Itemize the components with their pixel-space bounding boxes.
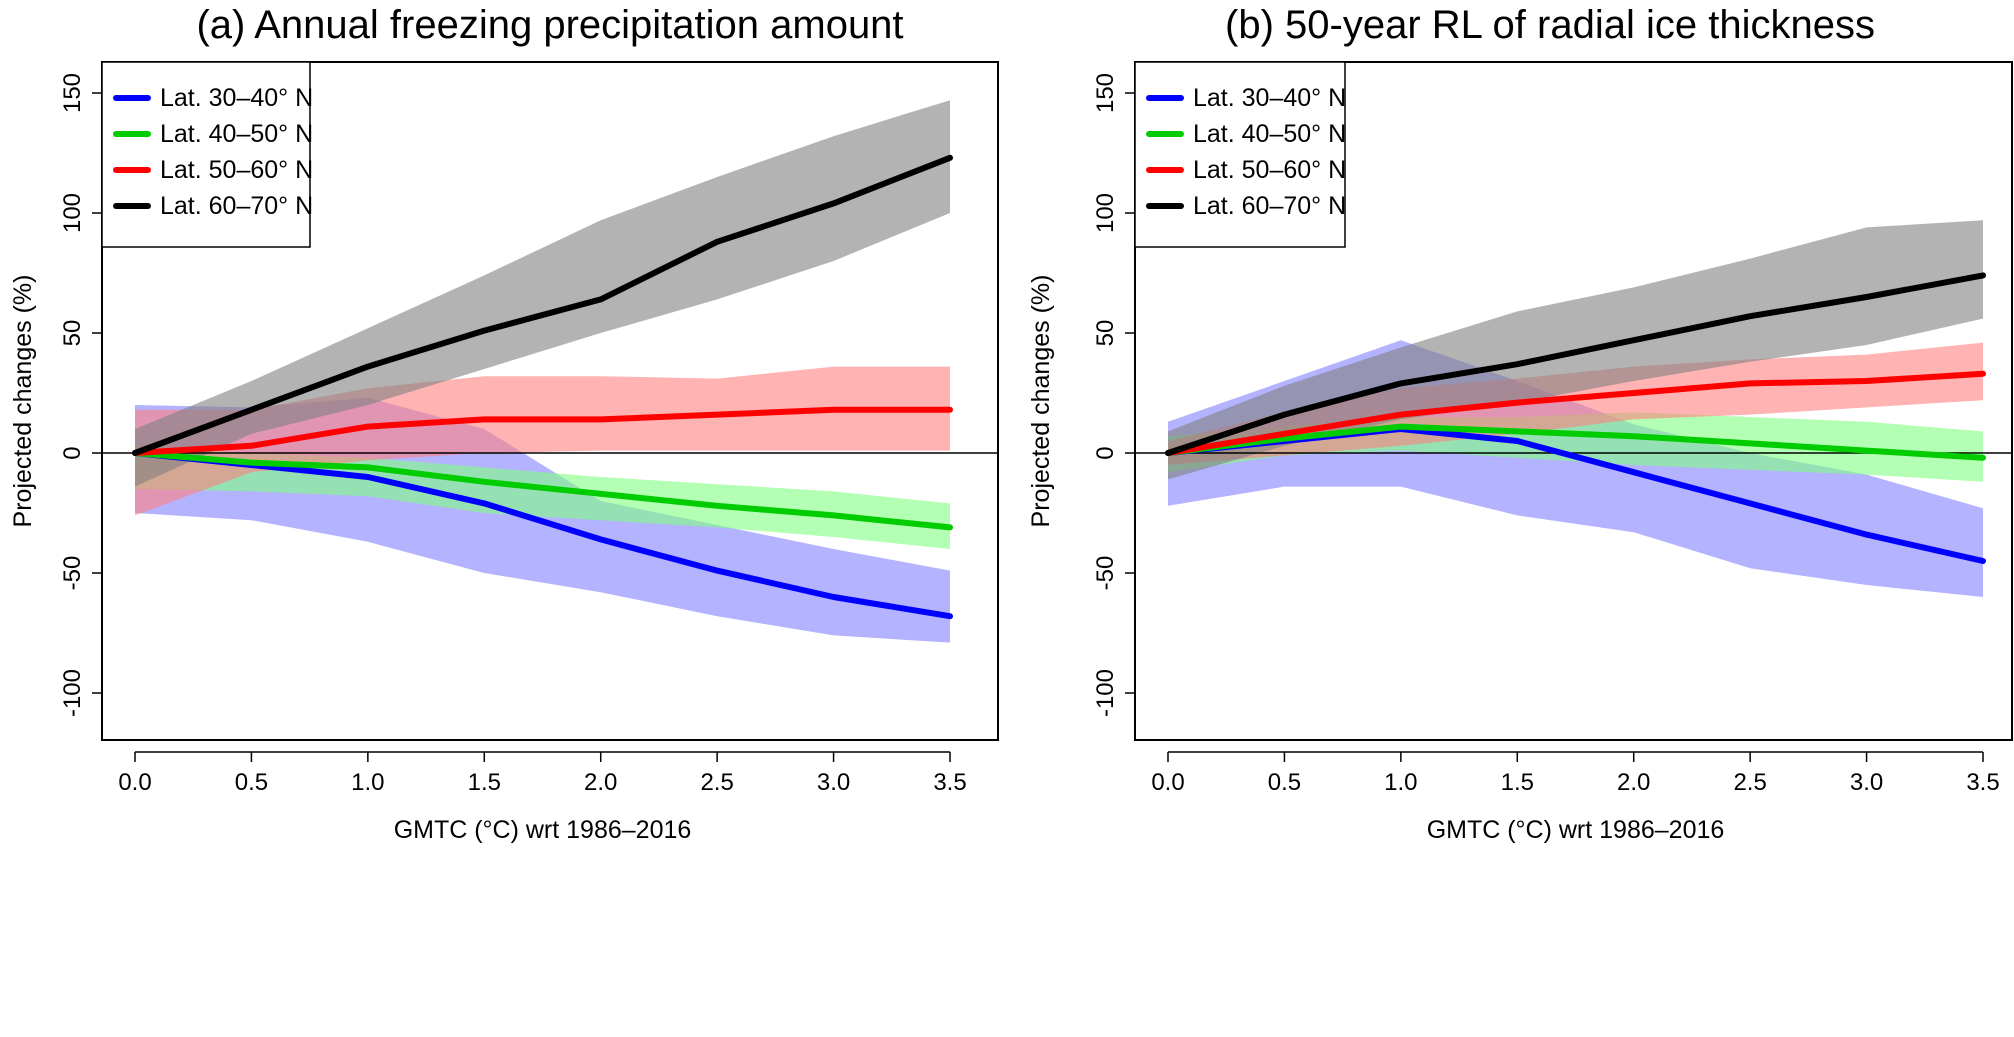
panel-a-x-tick-label: 0.5: [235, 769, 268, 796]
panel-a-y-tick-label: 100: [59, 193, 86, 233]
panel-a-x-tick-label: 3.5: [933, 769, 966, 796]
panel-a-x-tick-label: 0.0: [118, 769, 151, 796]
panel-a-x-tick-label: 1.5: [468, 769, 501, 796]
panel-b: (b) 50-year RL of radial ice thickness 0…: [1027, 3, 2013, 844]
panel-b-legend: Lat. 30–40° N Lat. 40–50° N Lat. 50–60° N L…: [1134, 61, 1346, 248]
panel-a-x-tick-label: 2.0: [584, 769, 617, 796]
panel-a-legend-label: Lat. 30–40° N: [160, 84, 313, 112]
panel-a-plot-box: [101, 61, 999, 741]
panel-b-x-tick-label: 3.0: [1850, 769, 1883, 796]
panel-a-series-line-2: [132, 406, 953, 456]
panel-b-series-line-3: [1165, 272, 1986, 456]
panel-a-x-axis-label: GMTC (°C) wrt 1986–2016: [394, 816, 692, 844]
panel-b-lines: [1165, 272, 1986, 564]
panel-a-y-tick-label: 150: [59, 73, 86, 113]
panel-a-y-tick-label: 0: [59, 446, 86, 459]
panel-a-x-tick-label: 1.0: [351, 769, 384, 796]
panel-a-x-tick-label: 2.5: [700, 769, 733, 796]
panel-b-y-tick-label: -100: [1092, 669, 1119, 717]
panel-b-title: (b) 50-year RL of radial ice thickness: [1225, 3, 1875, 47]
panel-a-legend-label: Lat. 40–50° N: [160, 120, 313, 148]
panel-b-legend-label: Lat. 50–60° N: [1193, 156, 1346, 184]
panel-b-x-tick-label: 1.5: [1501, 769, 1534, 796]
panel-b-x-tick-label: 0.0: [1151, 769, 1184, 796]
panel-a-title: (a) Annual freezing precipitation amount: [196, 3, 903, 47]
panel-b-x-tick-label: 1.0: [1384, 769, 1417, 796]
panel-b-x-tick-label: 0.5: [1268, 769, 1301, 796]
panel-a-y-tick-label: -50: [59, 556, 86, 591]
panel-b-x-tick-label: 2.0: [1617, 769, 1650, 796]
panel-b-x-axis-label: GMTC (°C) wrt 1986–2016: [1427, 816, 1725, 844]
panel-b-y-tick-label: 50: [1092, 320, 1119, 347]
panel-a: (a) Annual freezing precipitation amount…: [9, 3, 999, 844]
panel-a-series-line-3: [132, 154, 953, 456]
panel-a-series-line-1: [132, 450, 953, 531]
panel-b-y-tick-label: -50: [1092, 556, 1119, 591]
panel-b-y-tick-label: 100: [1092, 193, 1119, 233]
panel-a-y-axis-label: Projected changes (%): [9, 275, 37, 528]
panel-b-legend-label: Lat. 30–40° N: [1193, 84, 1346, 112]
panel-b-y-axis: -100 -50 0 50 100 150: [1092, 73, 1135, 717]
panel-b-x-tick-label: 2.5: [1733, 769, 1766, 796]
panel-b-legend-label: Lat. 60–70° N: [1193, 192, 1346, 220]
panel-a-x-axis: 0.0 0.5 1.0 1.5 2.0 2.5 3.0 3.5: [118, 751, 967, 796]
panel-b-legend-label: Lat. 40–50° N: [1193, 120, 1346, 148]
panel-b-x-tick-label: 3.5: [1966, 769, 1999, 796]
panel-a-legend-label: Lat. 60–70° N: [160, 192, 313, 220]
panel-b-plot-box: [1134, 61, 2013, 741]
panel-b-y-tick-label: 0: [1092, 446, 1119, 459]
panel-b-x-axis: 0.0 0.5 1.0 1.5 2.0 2.5 3.0 3.5: [1151, 751, 2000, 796]
panel-a-series-line-0: [132, 450, 953, 620]
panel-b-y-axis-label: Projected changes (%): [1027, 275, 1055, 528]
panel-a-x-tick-label: 3.0: [817, 769, 850, 796]
panel-b-series-line-2: [1165, 370, 1986, 456]
panel-b-bands: [1168, 220, 1983, 597]
panel-a-lines: [132, 154, 953, 620]
panel-a-legend-label: Lat. 50–60° N: [160, 156, 313, 184]
panel-b-legend-box: [1134, 61, 1346, 248]
panel-a-legend: Lat. 30–40° N Lat. 40–50° N Lat. 50–60° N L…: [101, 61, 313, 248]
panel-b-series-line-1: [1165, 423, 1986, 461]
panel-b-y-tick-label: 150: [1092, 73, 1119, 113]
panel-a-legend-box: [101, 61, 311, 248]
panel-a-y-tick-label: 50: [59, 320, 86, 347]
panel-a-y-axis: -100 -50 0 50 100 150: [59, 73, 102, 717]
panel-a-y-tick-label: -100: [59, 669, 86, 717]
panel-a-band-3: [135, 100, 950, 487]
